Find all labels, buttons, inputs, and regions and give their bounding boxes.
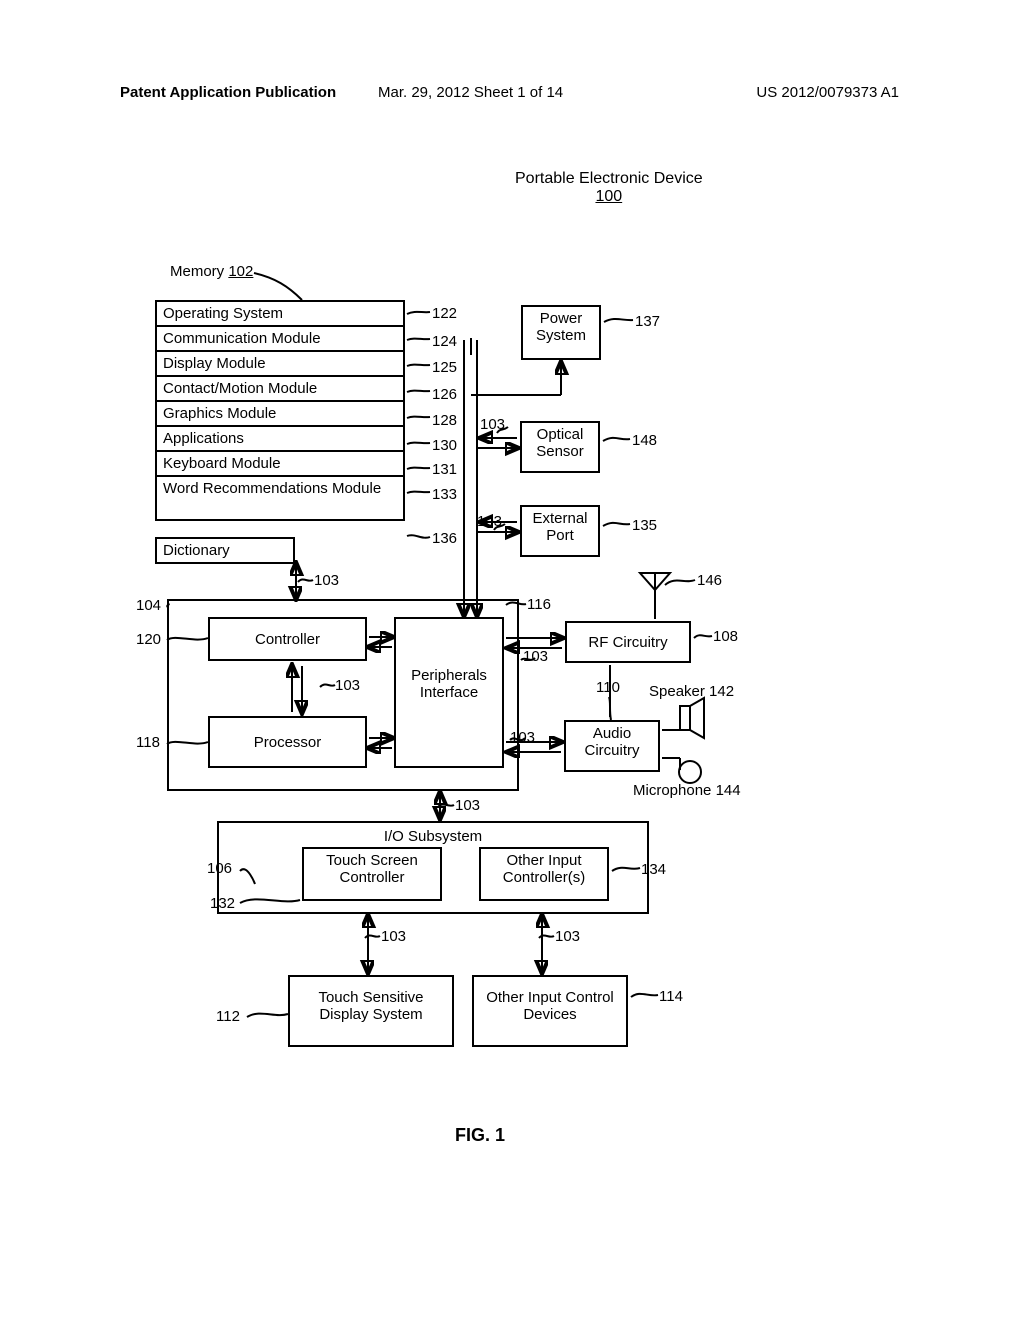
ref-130: 130 [432,437,457,454]
mem-row-word: Word Recommendations Module [157,477,403,519]
ref-128: 128 [432,412,457,429]
speaker-ref: 142 [709,683,734,700]
ts-disp-box: Touch Sensitive Display System [288,975,454,1047]
other-ctrl-text: Other Input Controller(s) [503,852,586,886]
page: Patent Application Publication Mar. 29, … [0,0,1024,1320]
memory-label-ref: 102 [228,263,253,280]
ref-132: 132 [210,895,235,912]
header-left: Patent Application Publication [120,84,336,101]
audio-box: Audio Circuitry [564,720,660,772]
ref-137: 137 [635,313,660,330]
memory-box: Operating System Communication Module Di… [155,300,405,521]
power-text: Power System [536,310,586,344]
dictionary-box: Dictionary [155,537,295,564]
ref-116: 116 [527,596,551,613]
ref-103-ts: 103 [381,928,406,945]
ref-103-rf: 103 [523,648,548,665]
rf-box: RF Circuitry [565,621,691,663]
figure-caption: FIG. 1 [455,1125,505,1146]
controller-text: Controller [255,631,320,648]
ref-103-opt: 103 [480,416,505,433]
ts-ctrl-text: Touch Screen Controller [326,852,418,886]
ref-103-mem: 103 [314,572,339,589]
ref-103-audio: 103 [510,729,535,746]
external-text: External Port [532,510,587,544]
header-right: US 2012/0079373 A1 [756,84,899,101]
external-box: External Port [520,505,600,557]
ref-134: 134 [641,861,666,878]
processor-text: Processor [254,734,322,751]
ref-133: 133 [432,486,457,503]
ref-103-other: 103 [555,928,580,945]
device-title-ref: 100 [515,188,703,206]
ref-108: 108 [713,628,738,645]
speaker-label: Speaker 142 [649,683,734,700]
optical-text: Optical Sensor [536,426,584,460]
memory-label-text: Memory [170,263,224,280]
processor-box: Processor [208,716,367,768]
controller-box: Controller [208,617,367,661]
audio-text: Audio Circuitry [585,725,640,759]
mem-row-comm: Communication Module [157,327,403,352]
peripherals-text: Peripherals Interface [411,667,487,701]
mem-row-kbd: Keyboard Module [157,452,403,477]
peripherals-box: Peripherals Interface [394,617,504,768]
mem-row-gfx: Graphics Module [157,402,403,427]
other-dev-box: Other Input Control Devices [472,975,628,1047]
header-center: Mar. 29, 2012 Sheet 1 of 14 [378,84,563,101]
device-title: Portable Electronic Device 100 [515,170,703,206]
speaker-text: Speaker [649,683,705,700]
mem-row-cm: Contact/Motion Module [157,377,403,402]
device-title-text: Portable Electronic Device [515,170,703,187]
ref-125: 125 [432,359,457,376]
ref-146: 146 [697,572,722,589]
ref-103-io: 103 [455,797,480,814]
ref-112: 112 [216,1008,240,1025]
ref-148: 148 [632,432,657,449]
ts-ctrl-box: Touch Screen Controller [302,847,442,901]
mic-text: Microphone [633,782,711,799]
ref-135: 135 [632,517,657,534]
mem-row-disp: Display Module [157,352,403,377]
optical-box: Optical Sensor [520,421,600,473]
mem-row-apps: Applications [157,427,403,452]
ref-110: 110 [596,679,620,696]
ref-103-ctrlproc: 103 [335,677,360,694]
mic-label: Microphone 144 [633,782,741,799]
ref-124: 124 [432,333,457,350]
ref-136: 136 [432,530,457,547]
power-box: Power System [521,305,601,360]
memory-label: Memory 102 [170,263,253,280]
mem-row-os: Operating System [157,302,403,327]
ref-118: 118 [136,734,160,751]
other-ctrl-box: Other Input Controller(s) [479,847,609,901]
ref-114: 114 [659,988,683,1005]
io-subsystem-text: I/O Subsystem [225,826,641,845]
mic-ref: 144 [716,782,741,799]
rf-text: RF Circuitry [588,634,667,651]
ts-disp-text: Touch Sensitive Display System [318,989,423,1023]
ref-103-ext: 103 [477,513,502,530]
other-dev-text: Other Input Control Devices [486,989,614,1023]
ref-131: 131 [432,461,457,478]
ref-104: 104 [136,597,161,614]
ref-106: 106 [207,860,232,877]
ref-120: 120 [136,631,161,648]
ref-122: 122 [432,305,457,322]
ref-126: 126 [432,386,457,403]
